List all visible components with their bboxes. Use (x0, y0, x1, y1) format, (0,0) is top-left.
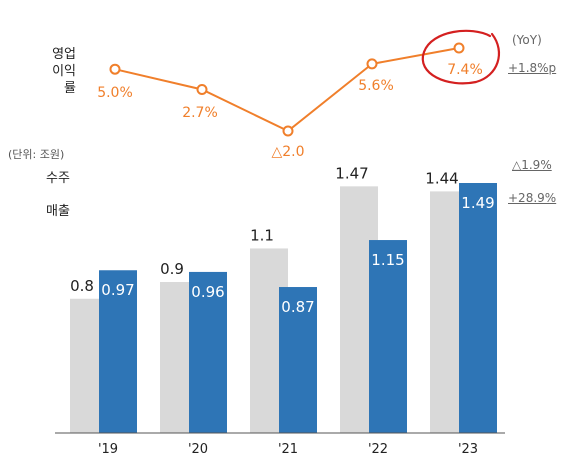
line-title-line2: 이익률 (52, 64, 76, 96)
margin-line-group: 5.0% 2.7% △2.0 5.6% 7.4% (97, 29, 501, 160)
yoy-header: (YoY) (512, 33, 542, 47)
bar-label-orders-0: 0.8 (70, 277, 94, 295)
line-title-line1: 영업 (52, 47, 76, 62)
margin-label-0: 5.0% (97, 85, 133, 101)
margin-point-2 (282, 125, 294, 137)
margin-label-3: 5.6% (358, 78, 394, 94)
bar-label-sales-3: 1.15 (371, 251, 404, 269)
bar-sales-4 (459, 183, 497, 433)
bar-label-sales-2: 0.87 (281, 298, 314, 316)
bar-sales-2 (279, 287, 317, 433)
bar-label-orders-2: 1.1 (250, 226, 274, 244)
bar-label-orders-1: 0.9 (160, 260, 184, 278)
x-tick-label-1: '20 (188, 442, 208, 457)
margin-point-0 (109, 63, 121, 75)
bar-sales-1 (189, 271, 227, 433)
x-tick-label-group: '19 '20 '21 '22 '23 (98, 442, 478, 457)
highlight-circle (421, 29, 501, 85)
bar-label-orders-4: 1.44 (425, 169, 458, 187)
x-tick-label-4: '23 (458, 442, 478, 457)
bar-label-orders-3: 1.47 (335, 164, 368, 182)
x-tick-label-0: '19 (98, 442, 118, 457)
bar-label-group: 0.8 0.97 0.9 0.96 1.1 0.87 1.47 1.15 1.441.49 (70, 164, 495, 316)
bar-label-sales-4: 1.49 (461, 194, 494, 212)
margin-label-1: 2.7% (182, 105, 218, 121)
bar-group (70, 183, 497, 433)
margin-label-4: 7.4% (447, 62, 483, 78)
margin-point-3 (366, 58, 378, 70)
order-legend-label: 수주 (46, 171, 70, 186)
margin-point-1 (196, 84, 208, 95)
margin-line (114, 47, 460, 133)
yoy-orders: △1.9% (512, 158, 552, 172)
line-title: 영업 이익률 (42, 46, 76, 97)
sales-legend-label: 매출 (46, 204, 70, 219)
yoy-margin: +1.8%p (508, 61, 557, 75)
yoy-sales: +28.9% (508, 191, 557, 205)
bar-label-sales-1: 0.96 (191, 283, 224, 301)
x-tick-label-3: '22 (368, 442, 388, 457)
x-tick-label-2: '21 (278, 442, 298, 457)
bar-sales-3 (369, 240, 407, 433)
bar-sales-0 (99, 270, 137, 433)
bar-label-sales-0: 0.97 (101, 281, 134, 299)
margin-label-2: △2.0 (271, 144, 304, 160)
unit-label: (단위: 조원) (8, 148, 65, 161)
margin-point-4 (453, 42, 465, 54)
